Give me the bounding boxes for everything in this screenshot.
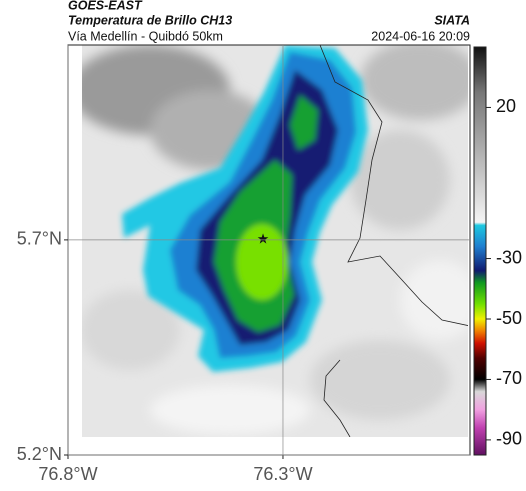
subtitle: Vía Medellín - Quibdó 50km	[68, 29, 223, 43]
satellite-image	[82, 45, 468, 437]
station-marker: ★	[257, 231, 270, 247]
agency: SIATA	[434, 13, 470, 27]
y-tick-label: 5.7°N	[17, 229, 62, 249]
colorbar-label: -30	[496, 247, 522, 267]
source: GOES-EAST	[68, 0, 143, 12]
x-tick-label: 76.3°W	[253, 464, 312, 484]
colorbar-label: -90	[496, 429, 522, 449]
colorbar-label: 20	[496, 96, 516, 116]
colorbar	[473, 46, 487, 456]
colorbar-label: -70	[496, 368, 522, 388]
title: Temperatura de Brillo CH13	[68, 13, 232, 27]
colorbar-label: -50	[496, 308, 522, 328]
x-tick-label: 76.8°W	[38, 464, 97, 484]
timestamp: 2024-06-16 20:09	[371, 29, 470, 43]
y-tick-label: 5.2°N	[17, 444, 62, 464]
